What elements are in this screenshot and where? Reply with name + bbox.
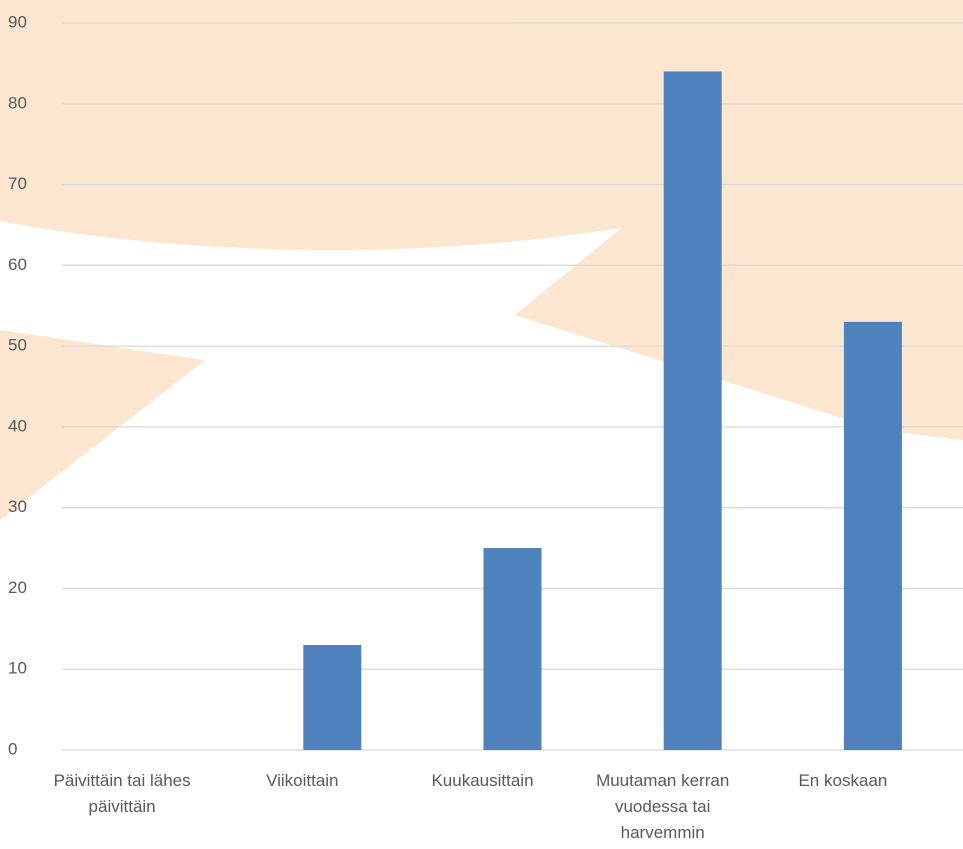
- y-tick-label: 60: [8, 255, 27, 274]
- bar: [303, 644, 362, 750]
- bar: [843, 321, 902, 750]
- y-tick-label: 40: [8, 416, 27, 435]
- x-tick-label: Viikoittain: [266, 771, 339, 790]
- bar: [483, 548, 542, 750]
- y-tick-label: 0: [8, 739, 17, 758]
- x-tick-label: Päivittäin tai lähes päivittäin: [53, 771, 191, 816]
- x-tick-label: Kuukausittain: [431, 771, 534, 790]
- bar: [663, 71, 722, 750]
- y-tick-label: 20: [8, 578, 27, 597]
- y-tick-label: 80: [8, 93, 27, 112]
- x-tick-label: Muutaman kerran vuodessa tai harvemmin: [596, 771, 730, 842]
- y-tick-label: 10: [8, 659, 27, 678]
- y-tick-label: 30: [8, 497, 27, 516]
- y-tick-label: 90: [8, 12, 27, 31]
- y-tick-label: 50: [8, 336, 27, 355]
- y-tick-label: 70: [8, 174, 27, 193]
- background-decoration: [0, 0, 963, 520]
- x-tick-label: En koskaan: [798, 771, 888, 790]
